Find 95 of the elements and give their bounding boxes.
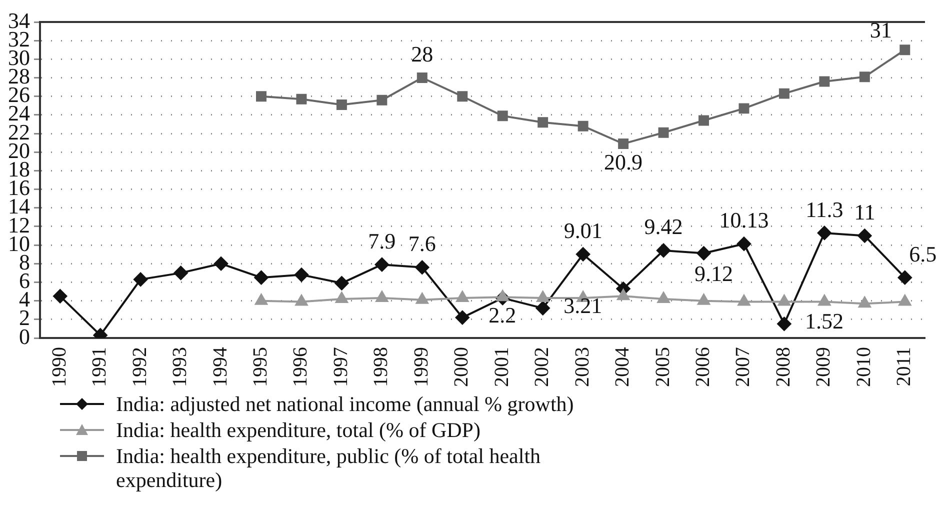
point	[416, 72, 428, 84]
point	[214, 256, 228, 271]
x-tick-label: 1994	[209, 347, 232, 387]
point	[415, 260, 430, 274]
point	[416, 292, 428, 304]
x-tick-label: 1991	[88, 347, 111, 387]
x-tick-label: 2009	[812, 347, 835, 387]
point	[538, 117, 548, 128]
x-tick-label: 1999	[410, 347, 432, 387]
data-label: 9.42	[644, 214, 683, 240]
point	[576, 247, 590, 262]
point	[374, 258, 389, 272]
point	[698, 115, 709, 126]
x-tick-label: 2001	[490, 347, 513, 387]
x-tick-label: 2008	[772, 347, 794, 387]
x-tick-label: 1996	[290, 347, 312, 387]
legend-label: India: adjusted net national income (annual % growth)	[116, 392, 574, 416]
y-tick-label: 34	[8, 8, 30, 33]
point	[900, 44, 910, 56]
point	[174, 266, 188, 280]
point	[336, 99, 347, 110]
data-label: 28	[411, 42, 434, 67]
point	[296, 94, 307, 104]
point	[536, 301, 550, 316]
point	[859, 72, 870, 82]
x-tick-label: 2010	[852, 347, 875, 387]
point	[376, 291, 388, 302]
point	[656, 243, 671, 258]
legend-label: India: health expenditure, public (% of total health expenditure)	[116, 444, 542, 492]
point	[738, 294, 750, 306]
data-label: 1.52	[804, 308, 844, 334]
x-tick-label: 2006	[692, 347, 714, 387]
point	[738, 103, 750, 114]
data-label: 9.01	[564, 218, 602, 244]
point	[898, 294, 912, 306]
point	[696, 246, 711, 260]
data-label: 20.9	[604, 150, 643, 175]
x-tick-label: 1993	[169, 347, 192, 387]
point	[777, 316, 792, 331]
x-tick-label: 1995	[250, 347, 272, 387]
x-tick-label: 1990	[48, 347, 70, 387]
point	[657, 292, 670, 303]
x-tick-label: 2011	[893, 347, 916, 386]
point	[778, 88, 790, 99]
data-label: 7.9	[368, 228, 396, 254]
point	[255, 294, 268, 305]
point	[858, 228, 872, 243]
point	[817, 226, 832, 240]
point	[658, 127, 669, 138]
y-tick-label: 22	[8, 119, 30, 144]
point	[456, 291, 469, 302]
point	[336, 292, 348, 303]
point	[778, 294, 790, 306]
y-tick-label: 12	[8, 212, 30, 238]
data-label: 7.6	[408, 231, 436, 256]
point	[256, 91, 266, 102]
data-label: 11.3	[806, 196, 844, 222]
x-tick-label: 2003	[571, 347, 594, 387]
point	[457, 91, 468, 102]
data-label: 31	[870, 18, 892, 43]
point	[698, 294, 710, 305]
legend-label: India: health expenditure, total (% of GDP)	[116, 418, 480, 442]
point	[618, 138, 629, 149]
data-label: 11	[854, 200, 876, 225]
x-tick-label: 2002	[531, 347, 554, 387]
point	[295, 294, 308, 306]
point	[134, 272, 148, 286]
point	[497, 110, 508, 122]
x-tick-label: 2000	[450, 347, 473, 387]
x-tick-label: 1997	[330, 347, 352, 387]
x-tick-label: 2005	[652, 347, 674, 387]
data-label: 6.5	[909, 241, 937, 266]
point	[898, 270, 912, 285]
x-tick-label: 2007	[732, 347, 754, 387]
point	[736, 236, 751, 251]
point	[819, 76, 830, 87]
point	[578, 120, 588, 132]
x-tick-label: 2004	[612, 347, 634, 387]
point	[254, 270, 268, 285]
x-tick-label: 1992	[128, 347, 151, 387]
x-tick-label: 1998	[370, 347, 392, 387]
point	[617, 289, 630, 300]
point	[858, 296, 871, 308]
point	[53, 289, 68, 304]
data-label: 10.13	[719, 208, 769, 233]
point	[455, 310, 470, 325]
data-label: 2.2	[488, 302, 516, 328]
point	[334, 276, 349, 290]
data-label: 9.12	[694, 261, 733, 286]
point	[376, 94, 388, 106]
point	[536, 291, 550, 302]
point	[294, 268, 308, 282]
data-label: 3.21	[564, 292, 602, 318]
point	[818, 294, 831, 306]
point	[496, 290, 509, 302]
